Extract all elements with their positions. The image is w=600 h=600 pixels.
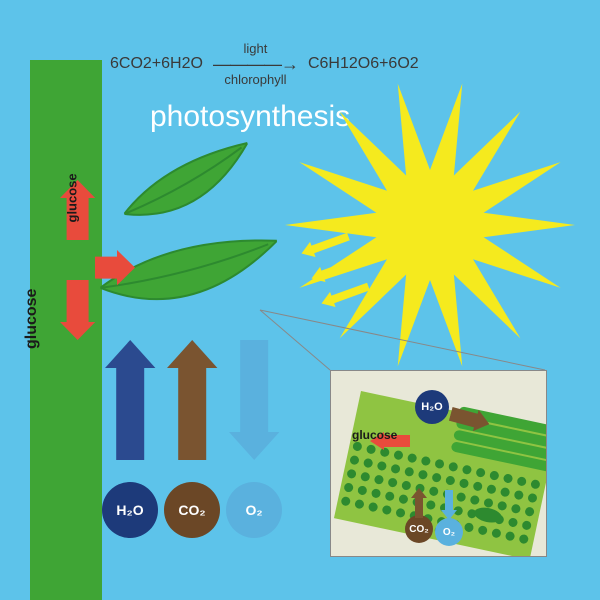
glucose-label-down: glucose bbox=[22, 330, 42, 348]
circle-h2o: H₂O bbox=[102, 482, 158, 538]
sun bbox=[285, 80, 575, 370]
arrow-co2 bbox=[167, 340, 223, 460]
photosynthesis-diagram: 6CO2+6H2Olight————→chlorophyllC6H12O6+6O… bbox=[0, 0, 600, 600]
inset-h2o: H₂O bbox=[415, 390, 449, 424]
arrow-o2 bbox=[229, 340, 285, 460]
inset-o2-arrow bbox=[441, 490, 457, 520]
equation-products: C6H12O6+6O2 bbox=[308, 55, 419, 73]
inset-co2: CO₂ bbox=[405, 515, 433, 543]
glucose-arrow-right bbox=[95, 250, 135, 294]
inset-glucose-label: glucose bbox=[352, 428, 397, 442]
inset-co2-arrow bbox=[411, 488, 427, 518]
circle-co2: CO₂ bbox=[164, 482, 220, 538]
circle-o2: O₂ bbox=[226, 482, 282, 538]
equation-reactants: 6CO2+6H2O bbox=[110, 55, 203, 73]
inset-o2: O₂ bbox=[435, 518, 463, 546]
equation-catalyst-bottom: chlorophyll bbox=[224, 73, 286, 86]
glucose-label-up: glucose bbox=[62, 205, 82, 220]
arrow-h2o bbox=[105, 340, 161, 460]
